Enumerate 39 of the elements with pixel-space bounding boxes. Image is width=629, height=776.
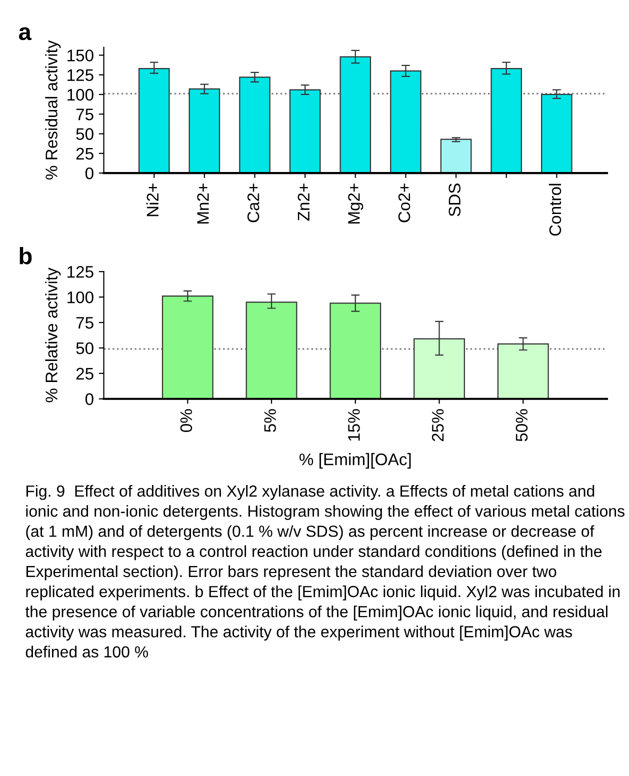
y-tick-label: 100 [68, 88, 94, 101]
y-tick-label: 100 [68, 291, 94, 304]
x-tick-label: Co2+ [398, 184, 410, 222]
y-axis-title: % Residual activity [45, 40, 61, 180]
bar [162, 295, 214, 399]
y-tick-label: 125 [68, 266, 94, 278]
x-tick-label: 15% [348, 409, 360, 441]
x-tick-label: Mg2+ [348, 184, 364, 224]
x-tick-label: 5% [264, 409, 276, 432]
x-axis-title: % [Emim][OAc] [299, 453, 411, 469]
x-tick-label: Mn2+ [197, 184, 209, 224]
x-tick-label: Ca2+ [247, 184, 260, 222]
chart-title: a [18, 27, 32, 40]
y-axis-title: % Relative activity [45, 268, 61, 402]
y-tick-label: 75 [76, 108, 94, 120]
x-tick-label: SDS [448, 184, 460, 216]
x-tick-label: Control [548, 184, 562, 236]
y-tick-label: 50 [76, 342, 94, 354]
y-tick-label: 50 [76, 128, 94, 140]
bar [188, 88, 220, 174]
x-tick-label: 0% [180, 409, 192, 432]
chart-title: b [20, 247, 32, 264]
text: Fig. 9 Effect of additives on Xyl2 xylanase activity. a Effects of metal cations and ionic and non-ionic detergents. Histogram showing the effect of various metal cations (at 1 mM) and of detergents (0.1 % w/v SDS) as percent increase or decrease of activity with respect to a control reaction under standard conditions (defined in the Experimental section). Error bars represent the standard deviation over two replicated experiments. b Effect of the [Emim]OAc ionic liquid. Xyl2 was incubated in the presence of variable concentrations of the [Emim]OAc ionic liquid, and residual activity was measured. The activity of the experiment without [Emim]OAc was defined as 100 % [25, 485, 624, 658]
x-tick-label: Ni2+ [146, 184, 158, 216]
y-tick-label: 0 [85, 393, 94, 406]
y-tick-label: 125 [68, 69, 94, 82]
bar [541, 94, 572, 174]
y-tick-label: 25 [76, 148, 94, 160]
bar [289, 89, 321, 174]
bar [440, 138, 472, 174]
x-tick-label: 25% [432, 409, 444, 442]
y-tick-label: 0 [85, 167, 94, 180]
y-tick-label: 150 [68, 50, 94, 62]
bar [239, 76, 270, 174]
y-tick-label: 75 [76, 317, 94, 329]
x-tick-label: 50% [516, 409, 528, 442]
y-tick-label: 25 [76, 368, 94, 380]
bar [390, 70, 422, 174]
x-tick-label: Zn2+ [298, 184, 310, 221]
